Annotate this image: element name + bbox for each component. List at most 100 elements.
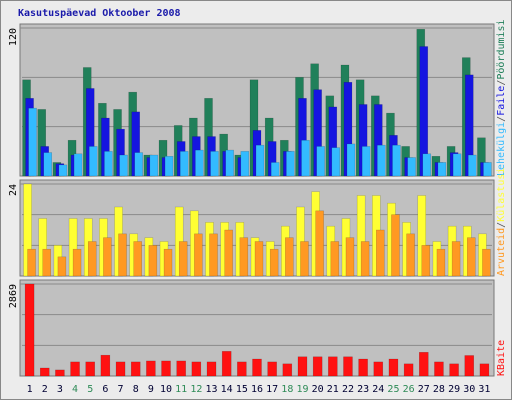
bar — [148, 245, 158, 277]
bar — [451, 241, 461, 277]
bar — [392, 144, 401, 177]
x-tick-label: 7 — [118, 384, 124, 395]
bar — [134, 152, 143, 177]
legend-entry: Külastusi — [496, 168, 507, 222]
bar — [210, 151, 219, 177]
bar — [133, 241, 142, 277]
x-tick-label: 20 — [312, 384, 324, 395]
x-tick-label: 25 — [387, 384, 399, 395]
bar — [104, 151, 113, 177]
bar — [407, 157, 416, 177]
bar — [43, 152, 52, 177]
x-tick-label: 4 — [72, 384, 78, 395]
legend: Arvuteid/Külastusi — [496, 168, 507, 276]
bar — [267, 361, 277, 377]
bar — [179, 151, 189, 177]
bar — [282, 363, 293, 377]
bar — [88, 146, 98, 177]
bar — [360, 241, 370, 277]
panel — [19, 179, 495, 277]
legend-separator: / — [496, 80, 507, 86]
bar — [164, 156, 174, 177]
bar — [176, 360, 186, 377]
x-tick-label: 5 — [87, 384, 93, 395]
bar — [331, 147, 341, 177]
legend-entry: Arvuteid — [496, 228, 507, 276]
x-tick-label: 1 — [27, 384, 33, 395]
bar — [286, 151, 295, 177]
bar — [422, 153, 432, 177]
bar — [373, 361, 384, 377]
bar — [421, 245, 431, 277]
bar — [468, 154, 477, 177]
bar — [209, 233, 218, 277]
x-tick-label: 23 — [357, 384, 369, 395]
bar — [449, 363, 459, 377]
bar — [315, 210, 324, 277]
bar — [376, 229, 385, 277]
y-tick-label: 120 — [8, 28, 19, 46]
x-tick-label: 18 — [281, 384, 293, 395]
x-tick-label: 27 — [418, 384, 430, 395]
x-tick-label: 9 — [148, 384, 154, 395]
bar — [252, 358, 262, 377]
bar — [55, 369, 65, 377]
bar — [85, 361, 95, 377]
chart-title: Kasutuspäevad Oktoober 2008 — [18, 8, 181, 19]
x-tick-label: 16 — [251, 384, 263, 395]
bar — [343, 356, 353, 377]
bar — [328, 356, 338, 377]
x-tick-label: 10 — [160, 384, 172, 395]
bar — [330, 241, 340, 277]
bar — [297, 356, 308, 377]
x-tick-label: 13 — [205, 384, 217, 395]
bar — [115, 361, 126, 377]
bar — [358, 358, 368, 377]
bar — [434, 361, 444, 377]
bar — [419, 352, 429, 377]
bar — [163, 248, 173, 277]
x-tick-label: 21 — [327, 384, 339, 395]
bar — [388, 358, 399, 377]
bar — [239, 237, 249, 277]
bar — [240, 151, 250, 177]
bar — [464, 355, 475, 377]
bar — [377, 144, 386, 177]
legend: KBaite — [496, 340, 507, 376]
x-tick-label: 8 — [133, 384, 139, 395]
bar — [70, 361, 80, 377]
bar — [361, 146, 371, 177]
bar — [312, 356, 323, 377]
bar — [27, 248, 36, 277]
bar — [118, 233, 127, 277]
bar — [39, 367, 50, 377]
bar — [28, 107, 37, 177]
bar — [100, 354, 111, 377]
x-tick-label: 14 — [221, 384, 233, 395]
bar — [254, 241, 264, 277]
bar — [482, 248, 491, 277]
x-tick-label: 28 — [433, 384, 445, 395]
bar — [161, 360, 171, 377]
bar — [42, 248, 51, 277]
bar — [58, 164, 68, 177]
bar — [255, 144, 265, 177]
bar — [301, 139, 310, 177]
bar — [300, 241, 309, 277]
bar — [178, 241, 188, 277]
bar — [237, 361, 247, 377]
bar — [403, 363, 414, 377]
bar — [195, 149, 204, 177]
x-tick-label: 26 — [403, 384, 415, 395]
legend-separator: / — [496, 222, 507, 228]
x-tick-label: 31 — [478, 384, 490, 395]
bar — [270, 162, 280, 177]
x-tick-label: 15 — [236, 384, 248, 395]
bar — [467, 237, 476, 277]
bar — [119, 154, 128, 177]
bar — [149, 154, 159, 177]
legend-entry: Pöördumisi — [496, 19, 507, 79]
bar — [130, 361, 141, 377]
